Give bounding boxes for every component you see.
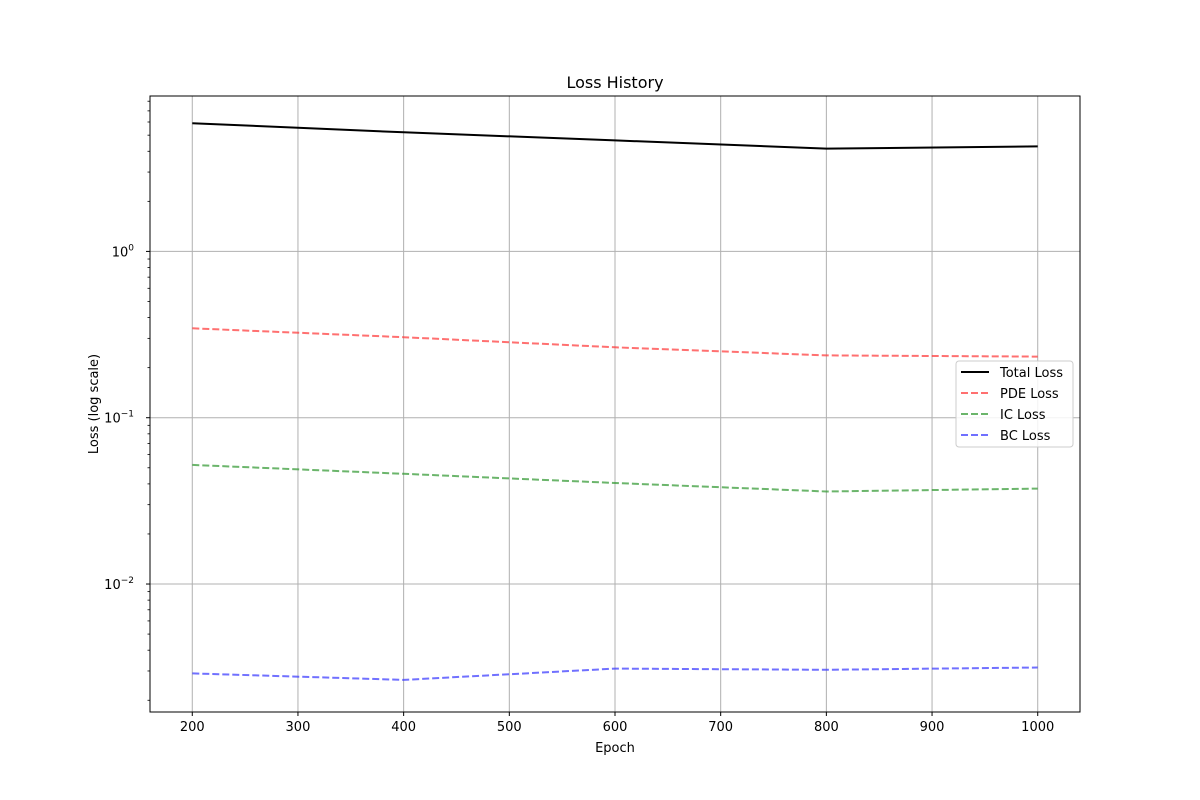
chart-title: Loss History xyxy=(566,73,663,92)
y-tick-exponent: −1 xyxy=(121,410,134,420)
legend-label: IC Loss xyxy=(1000,408,1046,423)
grid xyxy=(150,96,1080,712)
x-axis-label: Epoch xyxy=(595,741,635,756)
y-tick-label: 10−2 xyxy=(104,576,134,593)
x-tick-label: 1000 xyxy=(1021,720,1054,735)
legend-label: PDE Loss xyxy=(1000,387,1059,402)
x-tick-label: 500 xyxy=(497,720,522,735)
x-tick-label: 600 xyxy=(603,720,628,735)
legend-label: BC Loss xyxy=(1000,429,1051,444)
y-tick-label: 10−1 xyxy=(104,410,134,427)
legend-box xyxy=(955,360,1074,448)
y-tick-base: 10 xyxy=(104,412,121,427)
y-axis-label: Loss (log scale) xyxy=(87,354,102,454)
x-tick-label: 200 xyxy=(180,720,205,735)
x-tick-label: 700 xyxy=(708,720,733,735)
series-lines xyxy=(192,122,1038,681)
x-tick-label: 300 xyxy=(286,720,311,735)
x-tick-label: 400 xyxy=(391,720,416,735)
y-tick-exponent: 0 xyxy=(128,243,134,253)
legend-label: Total Loss xyxy=(999,366,1063,381)
series-line-total-loss xyxy=(192,122,1038,150)
y-tick-exponent: −2 xyxy=(121,576,134,586)
x-tick-label: 900 xyxy=(920,720,945,735)
y-tick-base: 10 xyxy=(104,578,121,593)
x-axis: 200 300 400 500 600 700 800 900 1000 xyxy=(180,712,1054,735)
series-line-pde-loss xyxy=(192,327,1038,358)
y-tick-base: 10 xyxy=(112,245,129,260)
x-tick-label: 800 xyxy=(814,720,839,735)
y-tick-label: 100 xyxy=(112,243,135,260)
legend: Total Loss PDE Loss IC Loss BC Loss xyxy=(955,360,1074,448)
